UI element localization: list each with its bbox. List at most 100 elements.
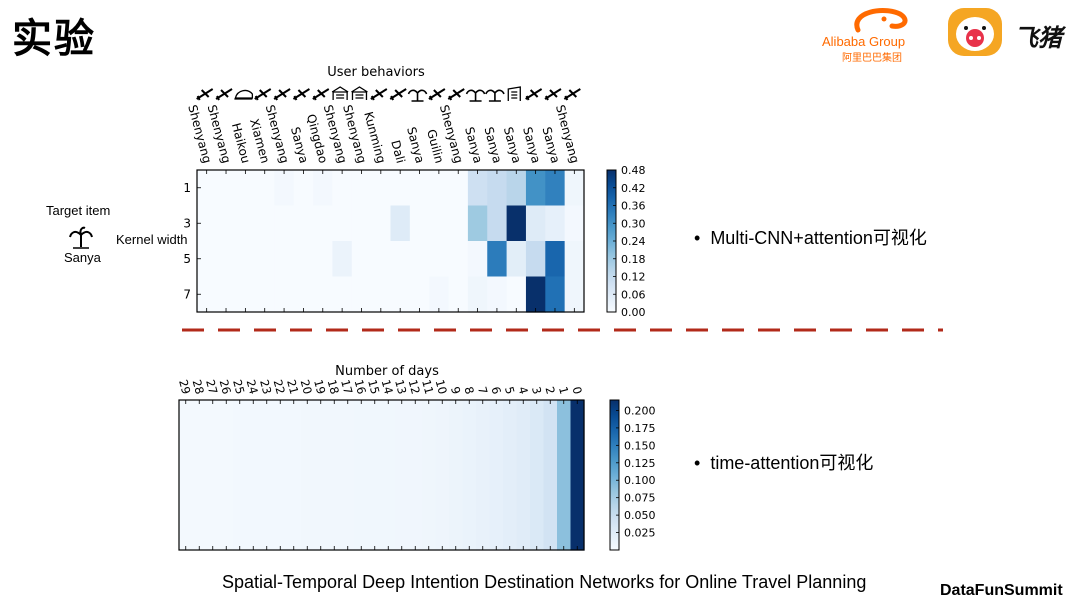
colorbar-tick-label: 0.125 <box>624 457 656 470</box>
plane-icon <box>525 88 543 101</box>
heatmap-cell <box>371 276 392 313</box>
heatmap-cell <box>216 276 237 313</box>
plane-icon <box>292 88 310 101</box>
heatmap-cell <box>487 170 508 207</box>
colorbar-tick-label: 0.175 <box>624 422 656 435</box>
heatmap-cell <box>235 276 256 313</box>
heatmap-cell <box>371 205 392 242</box>
heatmap-cell <box>476 400 491 551</box>
heatmap-frame <box>178 399 585 551</box>
target-city-label: Sanya <box>64 250 101 265</box>
plane-icon <box>254 88 272 101</box>
heatmap-cell <box>422 400 437 551</box>
heatmap-cell <box>409 241 430 278</box>
heatmap-cell <box>216 170 237 207</box>
heatmap-cell <box>557 400 572 551</box>
x-tick-label: Dali <box>388 139 408 165</box>
heatmap-cell <box>448 276 469 313</box>
pig-icon <box>948 8 1002 56</box>
heatmap-cell <box>235 205 256 242</box>
x-tick-label: 22 <box>271 378 288 396</box>
heatmap-cell <box>570 400 585 551</box>
colorbar-tick-label: 0.30 <box>621 217 646 230</box>
y-tick-label: 1 <box>183 181 191 195</box>
heatmap-cell <box>313 170 334 207</box>
heatmap-cell <box>429 241 450 278</box>
heatmap-cell <box>332 276 353 313</box>
heatmap-cell <box>179 400 194 551</box>
palm-tree-icon <box>465 89 486 102</box>
x-tick-label: 23 <box>257 378 274 396</box>
heatmap-cell <box>314 400 329 551</box>
heatmap-cell <box>235 170 256 207</box>
heatmap-cell <box>260 400 275 551</box>
heatmap-cell <box>525 205 546 242</box>
heatmap-cell <box>545 170 566 207</box>
colorbar-tick-label: 0.075 <box>624 492 656 505</box>
heatmap-cell <box>293 205 314 242</box>
x-tick-label: 1 <box>556 385 571 396</box>
heatmap-cell <box>287 400 302 551</box>
section-divider <box>182 328 943 332</box>
heatmap-cell <box>487 276 508 313</box>
x-tick-label: 19 <box>311 378 328 396</box>
heatmap-cell <box>516 400 531 551</box>
heatmap-cell <box>233 400 248 551</box>
heatmap-cell <box>255 170 275 207</box>
colorbar-tick-label: 0.06 <box>621 288 646 301</box>
bullet-time-attention: • time-attention可视化 <box>694 453 874 473</box>
x-tick-label: 13 <box>392 378 409 396</box>
heatmap-cell <box>395 400 410 551</box>
heatmap-cell <box>216 205 237 242</box>
heatmap-cell <box>293 241 314 278</box>
heatmap-cell <box>381 400 396 551</box>
heatmap-cell <box>525 170 546 207</box>
x-tick-label: 4 <box>515 385 530 396</box>
heatmap-cell <box>216 241 237 278</box>
colorbar-tick-label: 0.100 <box>624 474 656 487</box>
plane-icon <box>447 88 465 101</box>
alibaba-logo: Alibaba Group 阿里巴巴集团 <box>822 6 932 64</box>
heatmap-cell <box>409 205 430 242</box>
heatmap-cell <box>503 400 518 551</box>
heatmap-cell <box>487 241 508 278</box>
x-tick-label: 20 <box>298 378 315 396</box>
heatmap-cell <box>545 205 566 242</box>
heatmap-cell <box>255 205 275 242</box>
heatmap-cell <box>449 400 464 551</box>
heatmap-cell <box>543 400 558 551</box>
x-tick-label: 2 <box>542 385 557 396</box>
plane-icon <box>370 88 388 101</box>
plane-icon <box>312 88 330 101</box>
heatmap-cell <box>351 276 372 313</box>
palm-tree-icon <box>407 89 428 102</box>
heatmap-cell <box>351 170 372 207</box>
heatmap-cell <box>429 170 450 207</box>
paper-caption: Spatial-Temporal Deep Intention Destinat… <box>222 572 867 592</box>
colorbar <box>609 399 620 551</box>
plane-icon <box>544 88 562 101</box>
heatmap-cell <box>506 205 527 242</box>
heatmap-cell <box>545 241 566 278</box>
heatmap-cell <box>506 170 527 207</box>
x-tick-label: 5 <box>502 385 517 396</box>
heatmap-cell <box>462 400 477 551</box>
x-tick-label: 3 <box>529 385 544 396</box>
heatmap-cell <box>564 205 585 242</box>
colorbar-tick-label: 0.12 <box>621 271 646 284</box>
heatmap-cell <box>390 276 411 313</box>
heatmap-cell <box>274 276 295 313</box>
heatmap-cell <box>351 241 372 278</box>
heatmap-cell <box>341 400 356 551</box>
kernel-width-label: Kernel width <box>116 232 188 247</box>
heatmap-cell <box>293 170 314 207</box>
train-icon <box>234 89 254 100</box>
colorbar-tick-label: 0.36 <box>621 200 646 213</box>
colorbar-tick-label: 0.025 <box>624 527 656 540</box>
hotel-icon <box>351 86 368 100</box>
heatmap-cell <box>274 205 295 242</box>
alibaba-cn-wordmark: 阿里巴巴集团 <box>842 53 902 64</box>
x-tick-label: 7 <box>475 385 490 396</box>
alibaba-wordmark: Alibaba Group <box>822 34 906 49</box>
plane-icon <box>428 88 446 101</box>
